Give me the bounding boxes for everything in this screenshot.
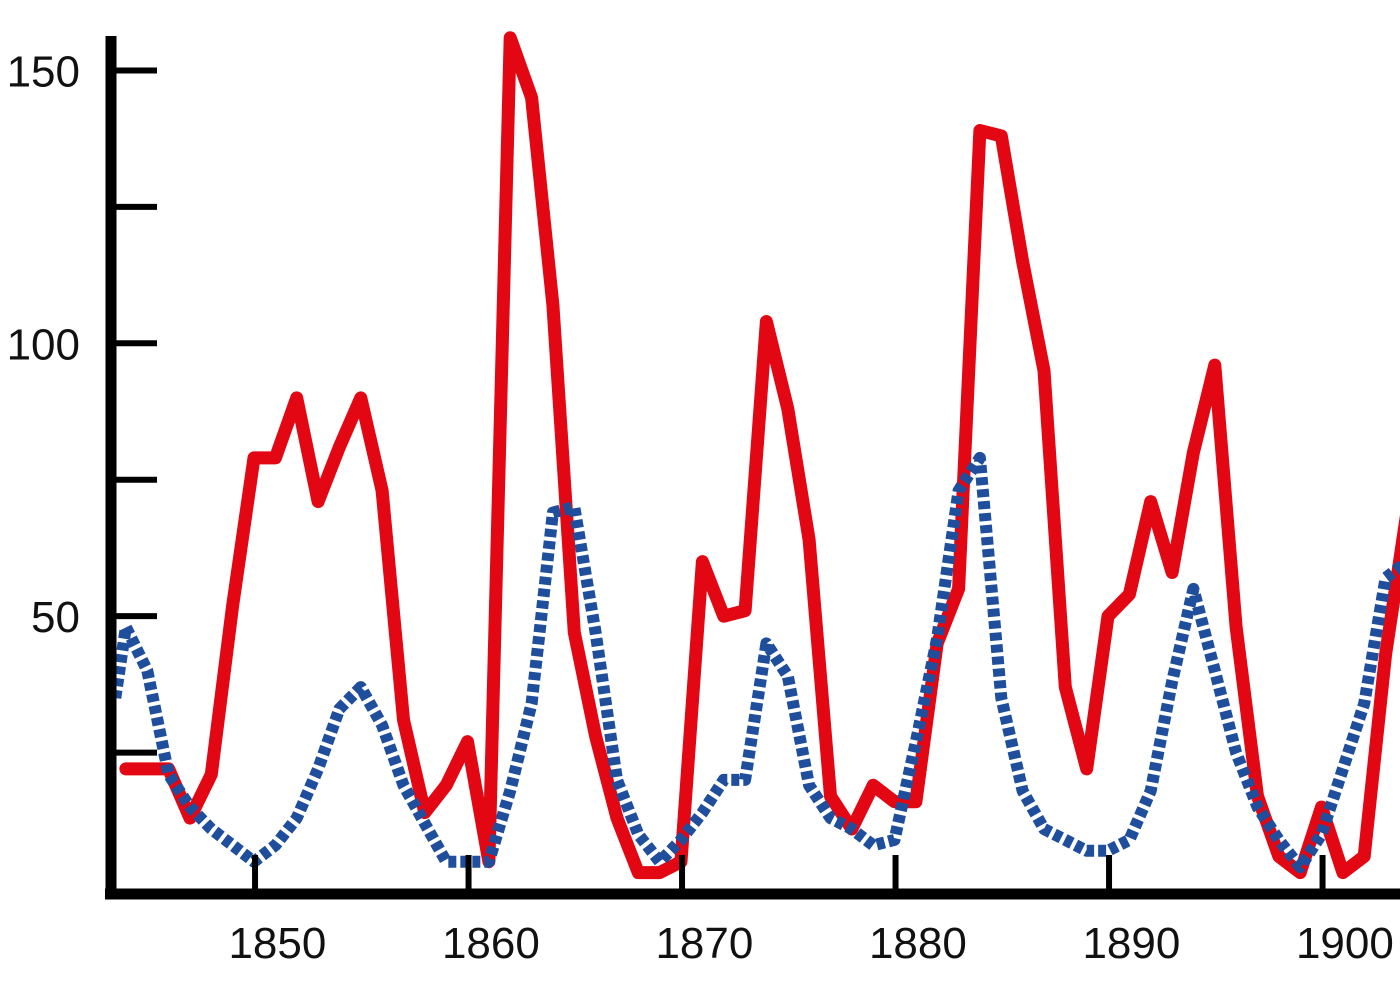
series-line-2 [116,451,1400,874]
y-tick-label-100: 100 [7,320,80,369]
x-tick-label-1860: 1860 [442,919,540,968]
x-tick-label-1850: 1850 [228,919,326,968]
series-layer [116,31,1400,880]
x-tick-label-1890: 1890 [1082,919,1180,968]
y-tick-label-150: 150 [7,47,80,96]
tick-layer: 50 100 150 1850 1860 1870 1880 1890 1900 [7,47,1394,968]
x-tick-label-1870: 1870 [655,919,753,968]
x-tick-label-1880: 1880 [869,919,967,968]
x-tick-label-1900: 1900 [1296,919,1394,968]
y-tick-label-50: 50 [31,593,80,642]
series-line-1 [119,31,1400,880]
